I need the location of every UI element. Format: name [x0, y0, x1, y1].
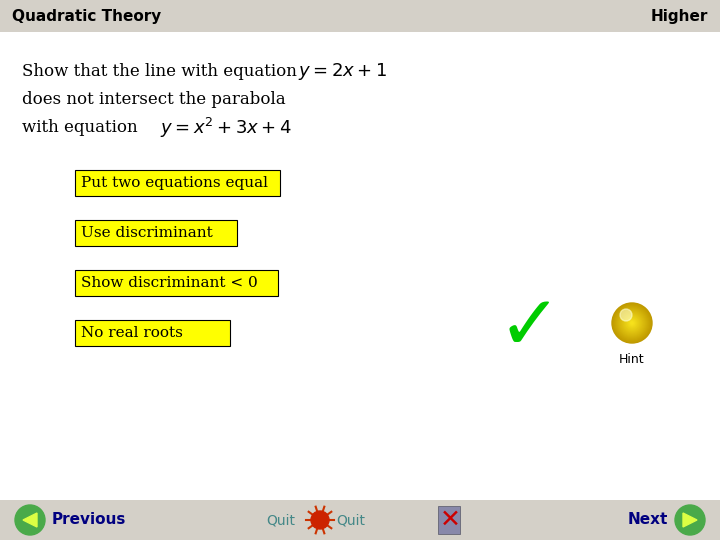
- Text: Quit: Quit: [266, 513, 295, 527]
- Circle shape: [628, 319, 636, 327]
- Circle shape: [614, 305, 650, 341]
- Text: Quit: Quit: [336, 513, 365, 527]
- Circle shape: [626, 317, 638, 329]
- Circle shape: [630, 321, 634, 325]
- Circle shape: [612, 303, 652, 343]
- Circle shape: [613, 304, 651, 342]
- Bar: [0, 32, 720, 500]
- Circle shape: [627, 318, 637, 328]
- Bar: [75, 270, 278, 296]
- Bar: [75, 320, 230, 346]
- Text: does not intersect the parabola: does not intersect the parabola: [22, 91, 286, 109]
- Text: $y = 2x+1$: $y = 2x+1$: [298, 62, 387, 83]
- Text: ✓: ✓: [498, 291, 562, 365]
- Text: Show discriminant < 0: Show discriminant < 0: [81, 276, 258, 290]
- Text: with equation: with equation: [22, 119, 138, 137]
- Bar: [75, 170, 280, 196]
- Circle shape: [631, 322, 633, 324]
- Text: Previous: Previous: [52, 512, 127, 528]
- Bar: [75, 220, 237, 246]
- Circle shape: [617, 308, 647, 338]
- Circle shape: [624, 315, 640, 331]
- Circle shape: [311, 511, 329, 529]
- Circle shape: [621, 312, 643, 334]
- Text: Next: Next: [628, 512, 668, 528]
- Text: $y = x^2+3x+4$: $y = x^2+3x+4$: [160, 116, 292, 140]
- Circle shape: [625, 316, 639, 330]
- Bar: [0, 500, 720, 540]
- Text: Higher: Higher: [651, 9, 708, 24]
- Polygon shape: [23, 513, 37, 527]
- Circle shape: [675, 505, 705, 535]
- Text: Put two equations equal: Put two equations equal: [81, 176, 268, 190]
- Circle shape: [622, 313, 642, 333]
- Circle shape: [619, 310, 645, 336]
- Circle shape: [620, 311, 644, 335]
- Text: No real roots: No real roots: [81, 326, 183, 340]
- Text: Quadratic Theory: Quadratic Theory: [12, 9, 161, 24]
- Text: Show that the line with equation: Show that the line with equation: [22, 64, 297, 80]
- Circle shape: [615, 306, 649, 340]
- Bar: [0, 0, 720, 32]
- Text: Hint: Hint: [619, 353, 645, 366]
- Bar: [438, 506, 460, 534]
- Text: Use discriminant: Use discriminant: [81, 226, 212, 240]
- Circle shape: [620, 309, 632, 321]
- Circle shape: [623, 314, 641, 332]
- Text: ✕: ✕: [439, 508, 461, 532]
- Circle shape: [15, 505, 45, 535]
- Circle shape: [618, 309, 646, 337]
- Polygon shape: [683, 513, 697, 527]
- Circle shape: [616, 307, 648, 339]
- Circle shape: [629, 320, 635, 326]
